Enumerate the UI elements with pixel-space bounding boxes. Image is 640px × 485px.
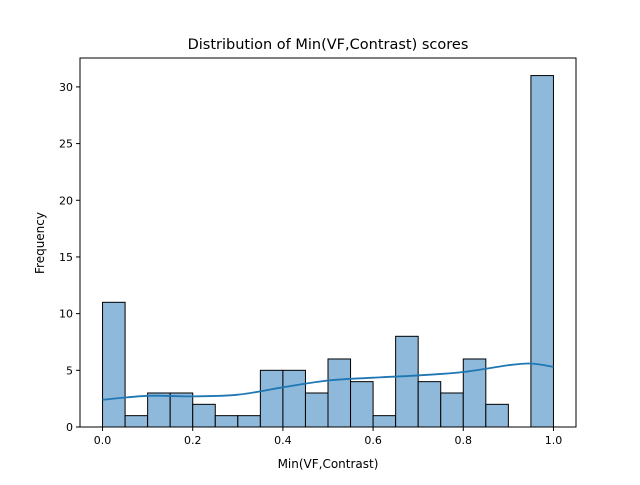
histogram-bar (530, 75, 554, 428)
y-axis-ticks: 0 5 10 15 20 25 30 (59, 81, 80, 434)
histogram-bar (372, 415, 397, 428)
histogram-bar (192, 403, 216, 428)
x-tick-label: 0.6 (364, 434, 382, 447)
y-axis-label: Frequency (33, 212, 47, 274)
y-tick-label: 0 (66, 421, 73, 434)
histogram-bar (327, 358, 352, 428)
histogram-bar (485, 403, 509, 428)
y-tick-label: 10 (59, 308, 73, 321)
x-axis-ticks: 0.0 0.2 0.4 0.6 0.8 1.0 (94, 427, 562, 447)
y-tick-label: 30 (59, 81, 73, 94)
histogram-bars (102, 75, 554, 428)
x-tick-label: 0.2 (184, 434, 202, 447)
x-axis-label: Min(VF,Contrast) (278, 457, 379, 471)
histogram-bar (169, 392, 194, 428)
histogram-bar (102, 301, 126, 428)
histogram-bar (440, 392, 464, 428)
chart-title: Distribution of Min(VF,Contrast) scores (188, 37, 469, 53)
histogram-bar (282, 369, 306, 428)
histogram-bar (350, 381, 374, 428)
histogram-bar (147, 392, 171, 428)
histogram-bar (395, 335, 419, 428)
histogram-bar (259, 369, 284, 428)
histogram-bar (124, 415, 149, 428)
axes-frame (79, 57, 577, 428)
histogram-bar (304, 392, 329, 428)
x-tick-label: 0.4 (274, 434, 292, 447)
histogram-bar (237, 415, 261, 428)
x-tick-label: 1.0 (545, 434, 563, 447)
x-tick-label: 0.8 (455, 434, 473, 447)
y-tick-label: 5 (66, 364, 73, 377)
histogram-bar (214, 415, 239, 428)
x-tick-label: 0.0 (94, 434, 112, 447)
y-tick-label: 20 (59, 194, 73, 207)
histogram-bar (417, 381, 442, 428)
y-tick-label: 25 (59, 138, 73, 151)
kde-line (102, 362, 554, 401)
y-tick-label: 15 (59, 251, 73, 264)
